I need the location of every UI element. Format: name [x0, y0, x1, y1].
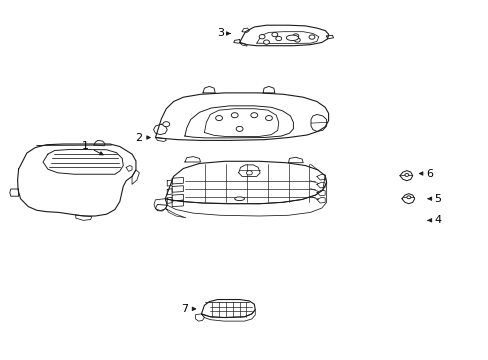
Polygon shape: [172, 194, 183, 201]
Polygon shape: [310, 114, 326, 131]
Text: 1: 1: [82, 141, 103, 155]
Polygon shape: [242, 28, 249, 32]
Text: 2: 2: [135, 132, 150, 143]
Polygon shape: [201, 300, 255, 318]
Circle shape: [265, 116, 272, 121]
Polygon shape: [155, 93, 328, 140]
Text: 3: 3: [217, 28, 230, 39]
Polygon shape: [239, 42, 246, 46]
Polygon shape: [126, 166, 132, 171]
Polygon shape: [155, 204, 167, 211]
Circle shape: [231, 113, 238, 118]
Text: 4: 4: [427, 215, 440, 225]
Polygon shape: [316, 190, 325, 196]
Polygon shape: [201, 310, 255, 321]
Text: 7: 7: [181, 304, 195, 314]
Circle shape: [263, 40, 269, 44]
Polygon shape: [195, 314, 204, 321]
Polygon shape: [256, 32, 318, 44]
Polygon shape: [399, 171, 412, 181]
Polygon shape: [10, 189, 19, 196]
Text: 6: 6: [419, 168, 432, 179]
Polygon shape: [239, 25, 328, 46]
Polygon shape: [288, 157, 303, 163]
Circle shape: [246, 171, 252, 175]
Circle shape: [250, 113, 257, 118]
Polygon shape: [167, 180, 172, 186]
Circle shape: [271, 32, 277, 37]
Polygon shape: [263, 86, 274, 93]
Polygon shape: [172, 186, 183, 192]
Polygon shape: [172, 177, 183, 184]
Ellipse shape: [286, 35, 298, 40]
Polygon shape: [316, 197, 325, 203]
Circle shape: [404, 174, 408, 176]
Polygon shape: [203, 86, 215, 93]
Polygon shape: [167, 197, 172, 203]
Circle shape: [259, 35, 264, 39]
Polygon shape: [184, 157, 200, 162]
Polygon shape: [154, 199, 167, 211]
Polygon shape: [316, 182, 325, 188]
Polygon shape: [132, 170, 139, 184]
Circle shape: [236, 126, 243, 131]
Polygon shape: [326, 35, 333, 39]
Circle shape: [308, 35, 314, 39]
Circle shape: [294, 38, 300, 42]
Polygon shape: [167, 189, 172, 195]
Polygon shape: [166, 209, 185, 218]
Polygon shape: [165, 176, 326, 216]
Polygon shape: [316, 174, 325, 180]
Polygon shape: [18, 144, 136, 216]
Text: 5: 5: [427, 194, 440, 204]
Polygon shape: [43, 149, 123, 174]
Polygon shape: [172, 200, 183, 207]
Polygon shape: [165, 161, 326, 204]
Polygon shape: [184, 106, 293, 138]
Polygon shape: [204, 109, 278, 136]
Polygon shape: [233, 40, 240, 43]
Polygon shape: [155, 138, 166, 141]
Polygon shape: [153, 124, 167, 135]
Polygon shape: [401, 194, 414, 204]
Ellipse shape: [234, 197, 244, 201]
Polygon shape: [238, 165, 260, 176]
Circle shape: [275, 36, 281, 41]
Polygon shape: [94, 140, 105, 146]
Polygon shape: [76, 215, 92, 220]
Circle shape: [292, 34, 298, 38]
Circle shape: [215, 116, 222, 121]
Circle shape: [163, 122, 169, 127]
Circle shape: [406, 196, 410, 199]
